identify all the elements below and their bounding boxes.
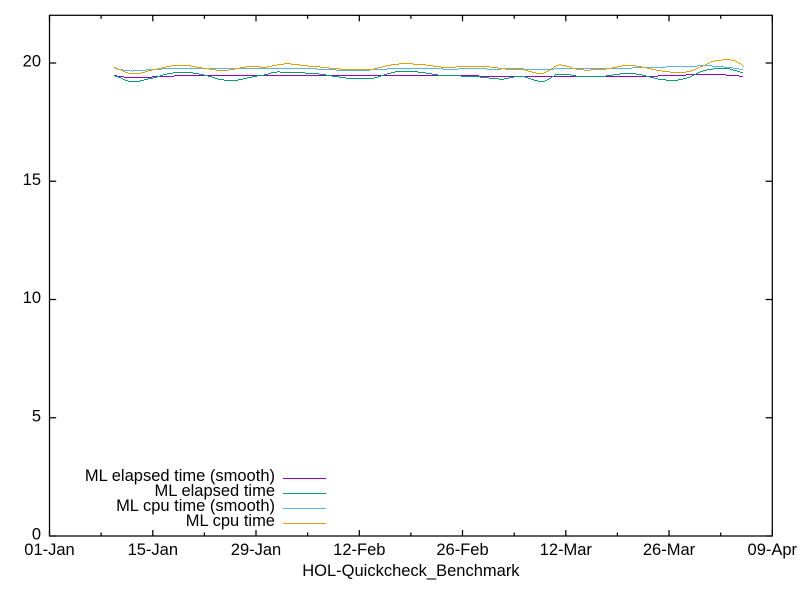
svg-text:ML elapsed time (smooth): ML elapsed time (smooth) (85, 467, 275, 485)
svg-text:15: 15 (23, 171, 41, 189)
svg-text:29-Jan: 29-Jan (231, 541, 281, 559)
svg-text:ML elapsed time: ML elapsed time (155, 482, 275, 500)
svg-text:01-Jan: 01-Jan (24, 541, 74, 559)
svg-text:26-Feb: 26-Feb (436, 541, 488, 559)
svg-text:20: 20 (23, 53, 41, 71)
svg-text:09-Apr: 09-Apr (748, 541, 798, 559)
svg-text:12-Mar: 12-Mar (540, 541, 593, 559)
svg-text:5: 5 (32, 407, 41, 425)
svg-text:12-Feb: 12-Feb (333, 541, 385, 559)
svg-text:0: 0 (32, 526, 41, 544)
svg-text:15-Jan: 15-Jan (128, 541, 178, 559)
svg-text:ML cpu time (smooth): ML cpu time (smooth) (116, 497, 275, 515)
svg-text:HOL-Quickcheck_Benchmark: HOL-Quickcheck_Benchmark (302, 562, 520, 580)
svg-text:ML cpu time: ML cpu time (186, 512, 275, 530)
svg-text:10: 10 (23, 289, 41, 307)
svg-text:26-Mar: 26-Mar (643, 541, 696, 559)
